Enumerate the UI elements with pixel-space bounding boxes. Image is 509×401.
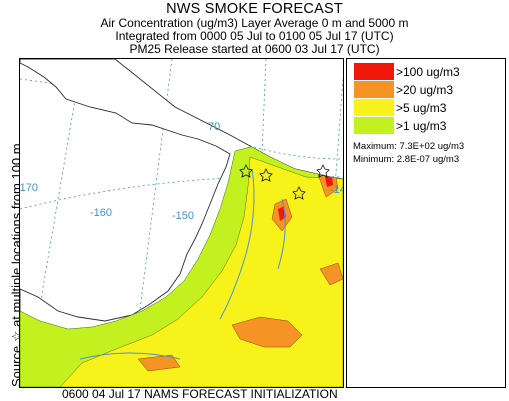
layer-description: Air Concentration (ug/m3) Layer Average … (100, 16, 409, 30)
legend-maximum: Maximum: 7.3E+02 ug/m3 (353, 141, 465, 152)
legend-label-5: >5 ug/m3 (396, 101, 447, 115)
star-icon (239, 164, 253, 178)
smoke-level-20-edge (319, 262, 343, 286)
legend-minimum: Minimum: 2.8E-07 ug/m3 (353, 154, 460, 165)
rivers (79, 168, 286, 360)
legend-swatch-1 (354, 117, 394, 134)
lat-label-70: 70 (208, 121, 220, 133)
release-start: PM25 Release started at 0600 03 Jul 17 (… (129, 42, 380, 56)
integration-period: Integrated from 0000 05 Jul to 0100 05 J… (115, 29, 394, 43)
concentration-legend: >100 ug/m3 >20 ug/m3 >5 ug/m3 >1 ug/m3 M… (346, 58, 506, 388)
smoke-level-20-south (231, 316, 303, 348)
legend-swatch-20 (354, 81, 394, 98)
smoke-map-canvas: -170 -160 -150 70 -140 (16, 58, 352, 388)
smoke-level-100-northeast (325, 175, 333, 187)
smoke-map: -170 -160 -150 70 -140 (16, 58, 352, 388)
source-label-container: Source ☆ at multiple locations from 100 … (0, 57, 24, 387)
lon-label-170: -170 (20, 182, 38, 194)
legend-label-100: >100 ug/m3 (396, 65, 460, 79)
star-icon (292, 186, 306, 200)
forecast-initialization: 0600 04 Jul 17 NAMS FORECAST INITIALIZAT… (62, 387, 338, 401)
smoke-concentration (20, 144, 343, 387)
legend-swatch-100 (354, 63, 394, 80)
legend-label-20: >20 ug/m3 (396, 83, 454, 97)
smoke-level-20-southwest (137, 354, 181, 372)
star-icon (259, 168, 273, 182)
legend-label-1: >1 ug/m3 (396, 119, 447, 133)
legend-swatch-5 (354, 99, 394, 116)
lon-label-150: -150 (172, 210, 194, 222)
forecast-title: NWS SMOKE FORECAST (166, 1, 343, 17)
star-icon (316, 164, 330, 178)
source-markers (239, 164, 330, 200)
lon-label-160: -160 (90, 207, 112, 219)
lon-label-140: -140 (330, 184, 343, 196)
